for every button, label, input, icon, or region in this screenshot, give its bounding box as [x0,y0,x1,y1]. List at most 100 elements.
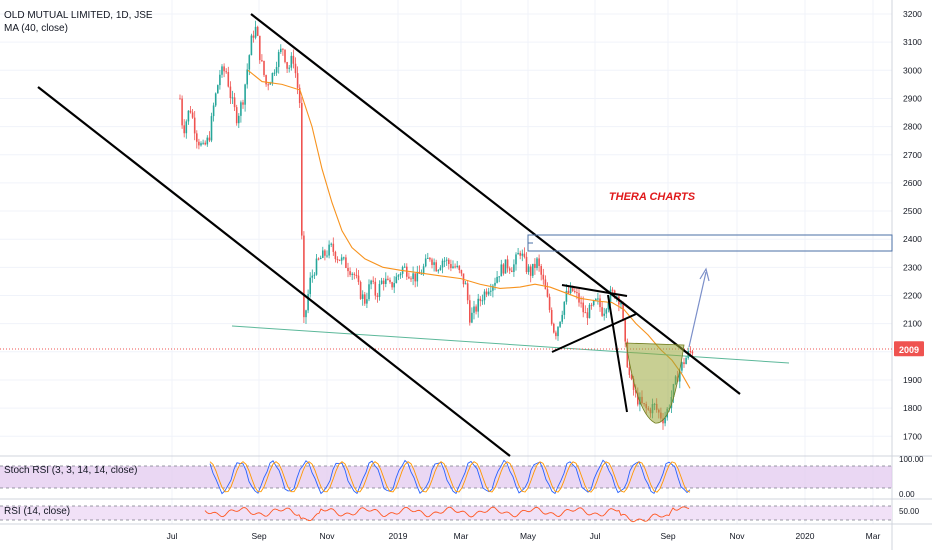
candle-body [311,275,314,278]
candle-body [385,278,387,284]
candle-body [414,273,416,282]
price-tick-label: 3200 [903,9,922,19]
candle-body [599,298,601,308]
candle-body [496,276,498,283]
price-tick-label: 2200 [903,291,922,301]
candle-body [662,418,664,424]
thera-charts-annotation: THERA CHARTS [609,191,696,203]
candle-body [508,268,511,271]
candle-body [469,300,471,323]
candle-body [590,304,593,306]
candle-body [221,66,223,75]
candle-body [416,271,419,282]
last-price-label: 2009 [899,345,919,355]
candle-body [632,378,635,390]
candle-body [504,259,507,274]
candle-body [532,263,534,276]
candle-body [233,97,236,108]
candle-body [420,273,423,275]
candle-body [481,300,484,302]
price-tick-label: 2500 [903,206,922,216]
candle-body [603,313,605,316]
candle-body [490,290,492,292]
candle-body [519,252,521,256]
candle-body [502,264,505,274]
candle-body [397,275,400,277]
candle-body [433,262,435,265]
candle-body [689,351,692,353]
time-tick-label: Sep [251,531,266,541]
candle-body [607,302,610,310]
candle-body [368,284,370,300]
candle-body [328,244,330,256]
candle-body [330,243,332,245]
candle-body [637,392,639,405]
candle-body [382,280,385,284]
candle-body [372,280,374,282]
candle-body [296,73,299,88]
rsi-line [204,506,690,523]
candle-body [248,55,251,70]
candle-body [227,72,230,87]
candle-body [357,275,360,282]
candle-body [179,98,181,100]
candle-body [487,291,490,295]
resistance-box [527,234,893,252]
candle-body [309,277,311,295]
candle-body [439,267,442,271]
candle-body [515,254,517,265]
candle-body [582,302,584,313]
candle-body [452,266,454,269]
candle-body [374,281,377,296]
candle-body [546,289,549,297]
candle-body [542,274,545,280]
candle-body [345,257,347,268]
candle-body [389,279,391,283]
candle-body [460,270,463,274]
candle-body [277,52,280,68]
rsi-band [0,506,892,520]
price-tick-label: 2300 [903,262,922,272]
candle-body [597,298,599,300]
candle-body [393,283,395,288]
time-tick-label: Jul [590,531,601,541]
candle-body [517,252,519,255]
candle-body [448,259,450,265]
candle-body [252,35,255,38]
candle-body [456,265,458,267]
upper-channel-line [250,13,741,395]
candle-body [324,250,326,256]
price-tick-label: 2600 [903,178,922,188]
candle-body [359,281,362,299]
candle-body [183,125,185,134]
candle-body [605,309,608,314]
candle-body [534,263,536,269]
candle-body [492,285,494,291]
candle-body [271,73,274,83]
candle-body [214,93,217,106]
candle-body [326,255,328,257]
candle-body [298,87,301,104]
candle-body [536,258,538,269]
candle-body [477,298,479,312]
candle-body [422,266,425,274]
candle-body [340,257,343,261]
candle-body [307,294,309,311]
candle-body [269,82,272,85]
candle-body [576,292,578,294]
candle-body [370,280,372,285]
candle-body [286,62,288,69]
candle-body [454,266,456,268]
candle-body [210,116,213,141]
candle-body [464,283,467,285]
candle-body [380,280,383,284]
candle-body [525,256,528,273]
candle-body [609,289,612,303]
candle-body [196,133,198,142]
candle-body [473,306,475,313]
candle-body [212,105,215,117]
candle-body [334,251,337,260]
candle-body [206,137,209,145]
candle-body [231,97,234,99]
candle-body [563,301,566,315]
